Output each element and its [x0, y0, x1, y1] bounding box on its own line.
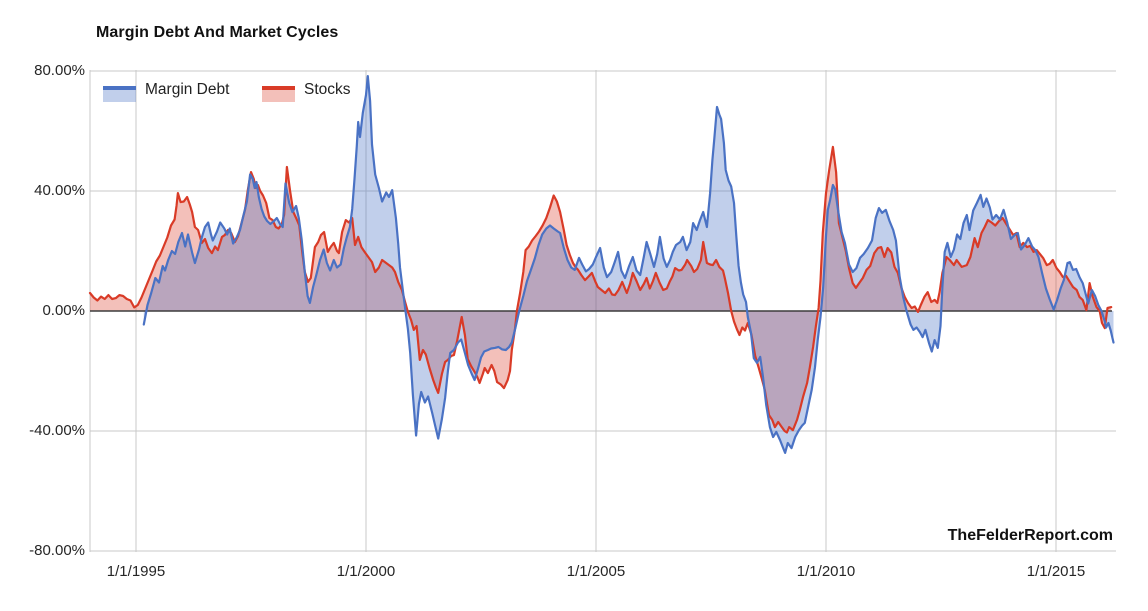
chart-title: Margin Debt And Market Cycles	[96, 24, 339, 41]
stocks-swatch-icon	[262, 86, 295, 102]
y-tick-label: 80.00%	[34, 62, 85, 79]
y-tick-label: 0.00%	[42, 302, 85, 319]
margin-debt-line	[142, 75, 1115, 454]
watermark: TheFelderReport.com	[947, 527, 1113, 544]
legend-label-stocks: Stocks	[304, 81, 351, 98]
x-tick-label: 1/1/2010	[796, 563, 856, 580]
y-tick-label: -40.00%	[29, 422, 85, 439]
x-tick-label: 1/1/2005	[566, 563, 626, 580]
y-tick-label: -80.00%	[29, 542, 85, 559]
y-tick-label: 40.00%	[34, 182, 85, 199]
x-tick-label: 1/1/2000	[336, 563, 396, 580]
stocks-line	[88, 145, 1113, 434]
legend-item-margin-debt: Margin Debt	[103, 81, 229, 102]
margin-debt-swatch-icon	[103, 86, 136, 102]
x-tick-label: 1/1/1995	[106, 563, 166, 580]
legend-label-margin-debt: Margin Debt	[145, 81, 230, 98]
legend-item-stocks: Stocks	[262, 81, 351, 102]
x-tick-label: 1/1/2015	[1026, 563, 1086, 580]
